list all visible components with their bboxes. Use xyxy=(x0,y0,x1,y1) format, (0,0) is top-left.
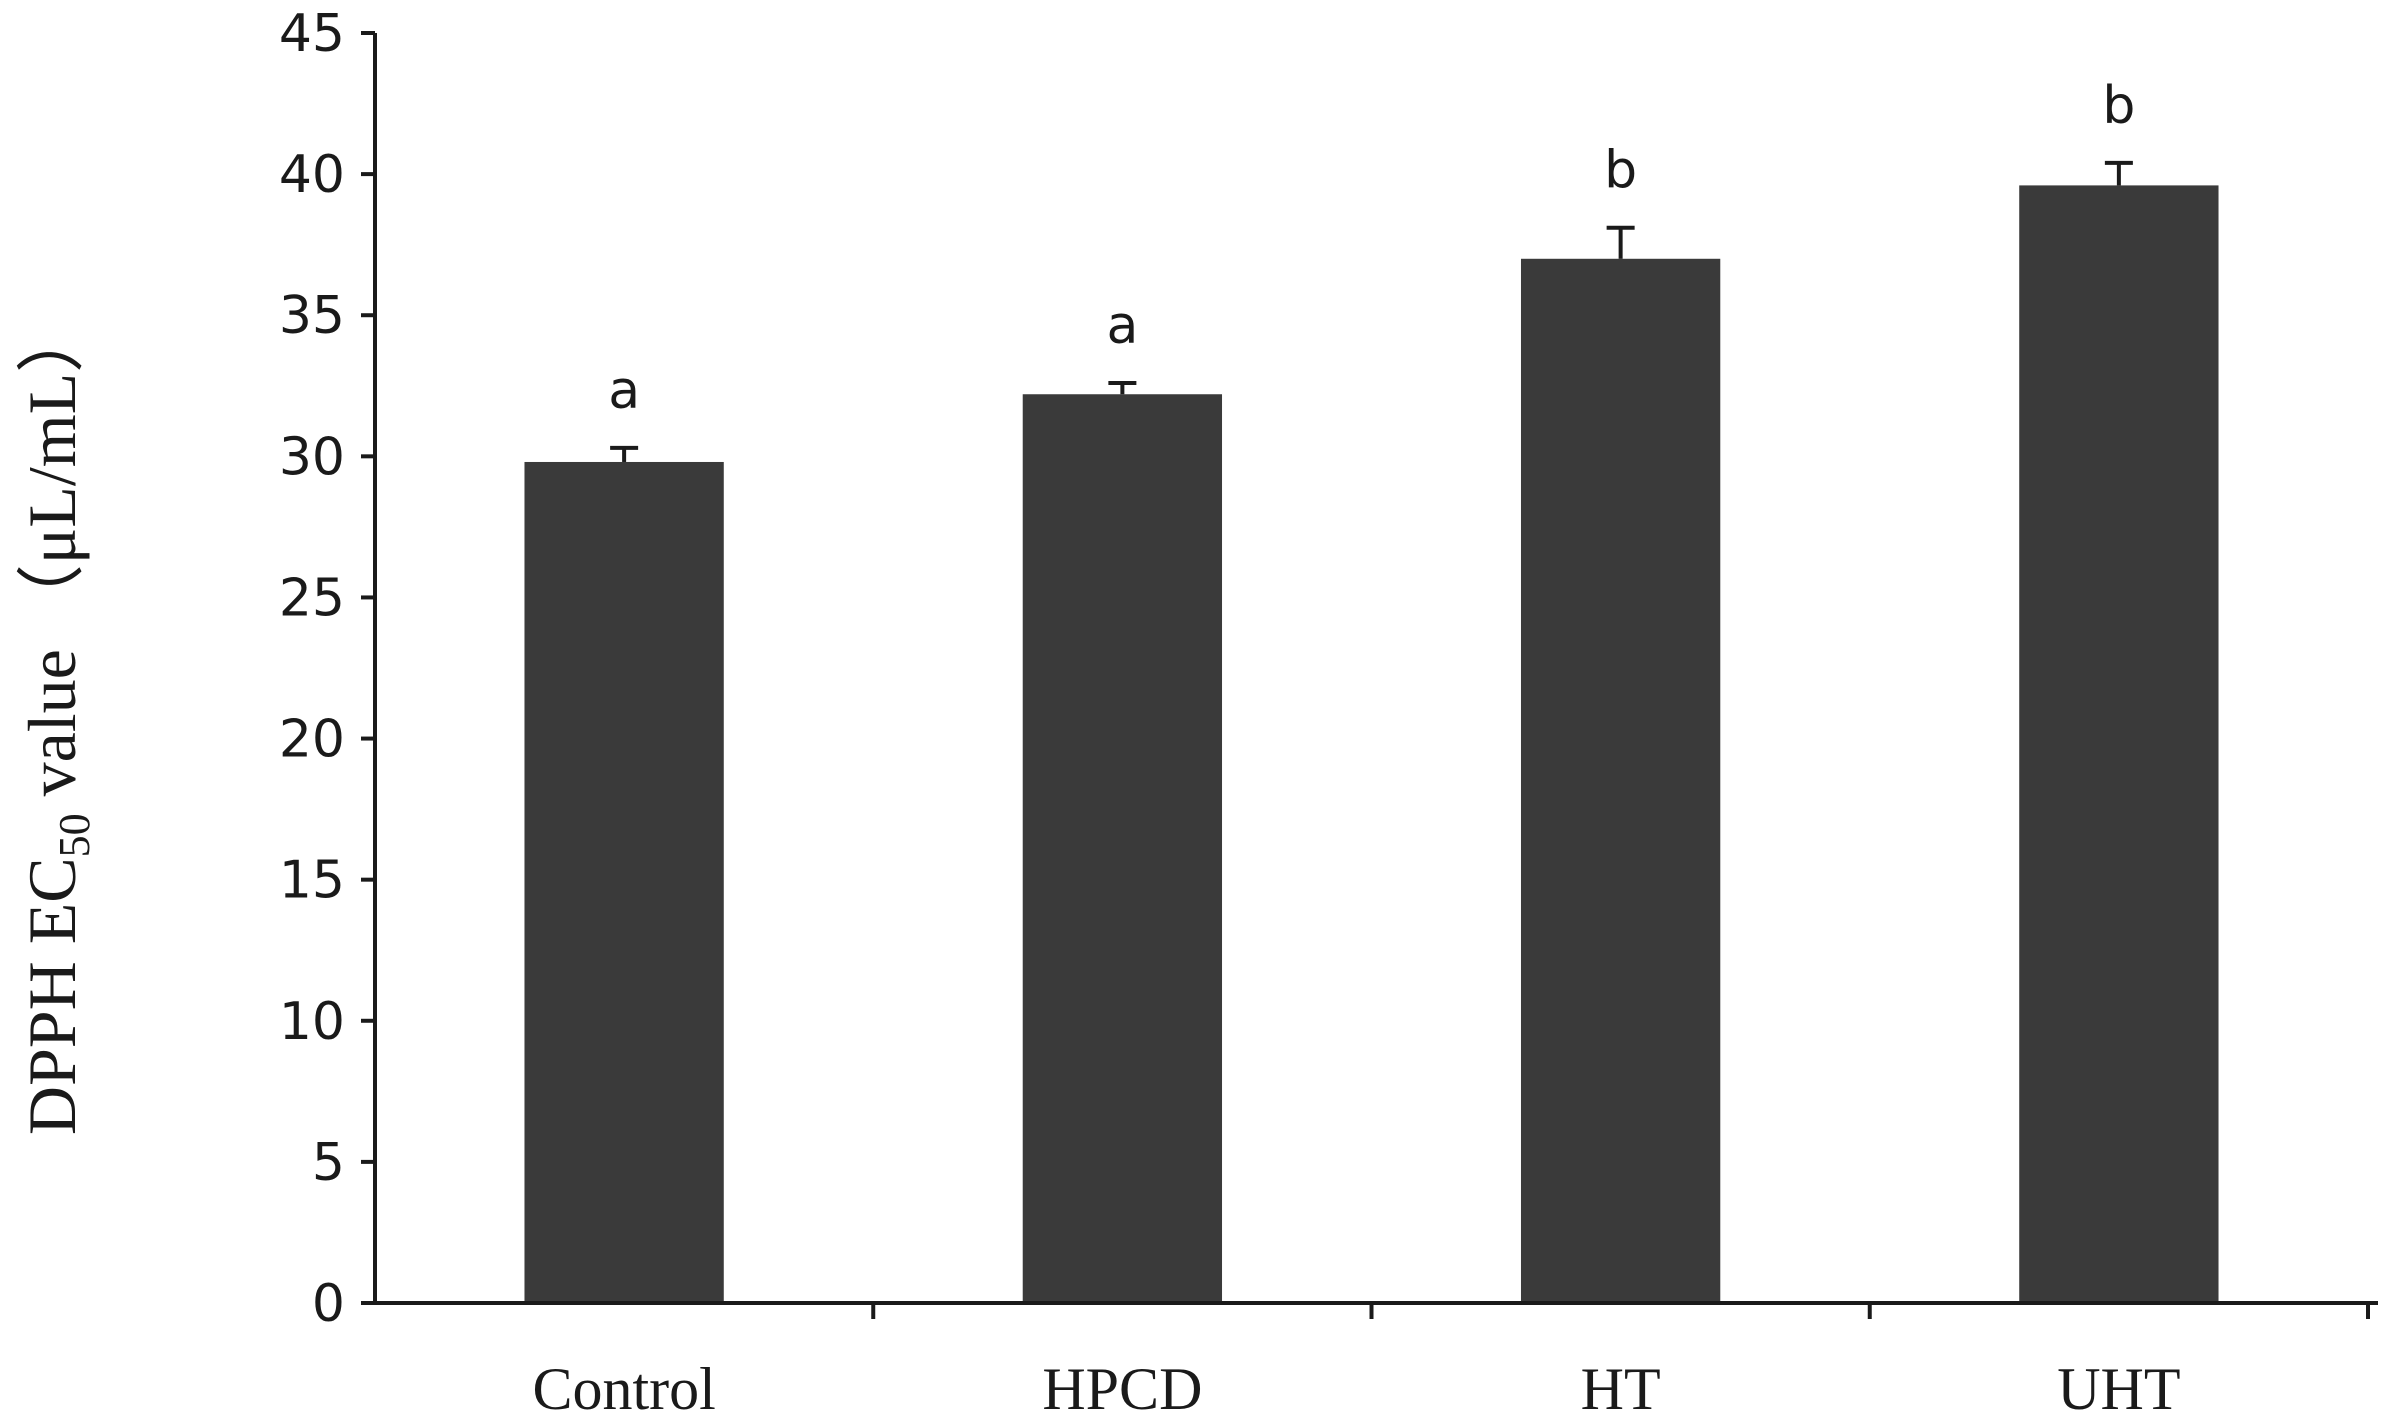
x-axis: Control HPCD HT UHT xyxy=(375,1301,2378,1422)
y-axis-title-prefix: DPPH EC xyxy=(14,857,90,1135)
y-tick-label: 0 xyxy=(312,1274,345,1334)
y-axis-title-group: DPPH EC50 value （μL/mL） xyxy=(14,305,99,1135)
bar-control xyxy=(524,461,724,1303)
y-tick-label: 25 xyxy=(279,568,345,628)
significance-letter: a xyxy=(608,361,640,421)
x-category-label: Control xyxy=(532,1356,715,1422)
y-tick-label: 45 xyxy=(279,4,345,64)
y-axis-title-suffix: value （μL/mL） xyxy=(14,305,90,814)
y-tick-label: 15 xyxy=(279,851,345,911)
x-category-label: UHT xyxy=(2057,1356,2180,1422)
y-tick-label: 40 xyxy=(279,145,345,205)
x-category-label: HT xyxy=(1581,1356,1661,1422)
bar-uht xyxy=(2019,185,2219,1303)
significance-letter: b xyxy=(2102,76,2135,136)
bar-ht xyxy=(1520,258,1721,1303)
significance-letter: a xyxy=(1106,296,1138,356)
y-axis-ticks: 0 5 10 15 20 25 30 35 40 45 xyxy=(279,4,377,1334)
y-tick-label: 10 xyxy=(279,992,345,1052)
x-category-label: HPCD xyxy=(1042,1356,1202,1422)
bar-hpcd xyxy=(1022,394,1223,1303)
y-tick-label: 30 xyxy=(279,427,345,487)
bars: a a b b xyxy=(524,76,2219,1303)
y-tick-label: 20 xyxy=(279,710,345,770)
y-tick-label: 5 xyxy=(312,1133,345,1193)
y-axis-title-subscript: 50 xyxy=(50,813,99,857)
y-tick-label: 35 xyxy=(279,286,345,346)
y-axis-title: DPPH EC50 value （μL/mL） xyxy=(14,305,99,1135)
significance-letter: b xyxy=(1604,141,1637,201)
